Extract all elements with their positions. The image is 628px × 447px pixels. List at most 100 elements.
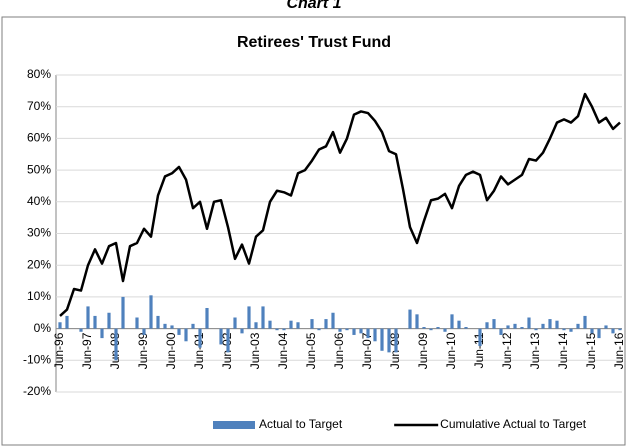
y-tick-label: -20%	[23, 384, 51, 398]
bar	[387, 328, 391, 353]
bar	[345, 328, 349, 331]
x-tick-label: Jun-13	[528, 332, 542, 369]
x-tick-label: Jun-00	[164, 332, 178, 369]
x-tick-label: Jun-09	[416, 332, 430, 369]
bar	[555, 320, 559, 329]
bar	[170, 325, 174, 329]
x-tick-label: Jun-12	[500, 332, 514, 369]
bar	[205, 307, 209, 329]
bar	[296, 322, 300, 329]
y-tick-label: 20%	[27, 257, 51, 271]
bar	[408, 309, 412, 329]
bar	[380, 328, 384, 351]
bar	[324, 319, 328, 329]
bar	[86, 306, 90, 329]
bar	[394, 328, 398, 353]
bar	[65, 315, 69, 329]
x-tick-label: Jun-05	[304, 332, 318, 369]
bar	[247, 306, 251, 329]
bar	[415, 314, 419, 329]
x-tick-label: Jun-97	[80, 332, 94, 369]
bar	[464, 327, 468, 329]
chart-title: Retirees' Trust Fund	[237, 34, 391, 51]
bar	[366, 328, 370, 339]
x-tick-label: Jun-04	[276, 332, 290, 369]
bar	[590, 328, 594, 334]
bar	[331, 312, 335, 329]
y-tick-label: 10%	[27, 289, 51, 303]
bar	[576, 323, 580, 329]
bar	[261, 306, 265, 329]
y-tick-label: 60%	[27, 131, 51, 145]
bar	[569, 328, 573, 332]
bar	[268, 320, 272, 329]
bar	[163, 323, 167, 329]
x-tick-label: Jun-11	[472, 332, 486, 368]
bar	[310, 319, 314, 329]
bar	[100, 328, 104, 339]
bar	[604, 325, 608, 329]
bar	[478, 328, 482, 347]
chart-frame	[1, 16, 626, 446]
y-tick-label: 50%	[27, 162, 51, 176]
bar	[527, 317, 531, 329]
bar	[184, 328, 188, 342]
bar	[177, 328, 181, 335]
bar	[597, 328, 601, 339]
legend-label: Actual to Target	[259, 417, 343, 431]
bar	[107, 312, 111, 329]
bar	[422, 327, 426, 329]
legend-label: Cumulative Actual to Target	[440, 417, 587, 431]
bar	[583, 315, 587, 329]
x-tick-label: Jun-96	[52, 332, 66, 369]
bar	[436, 327, 440, 329]
bar	[275, 328, 279, 331]
bar	[317, 328, 321, 331]
bar	[499, 328, 503, 335]
line	[59, 92, 621, 317]
x-tick-label: Jun-10	[444, 332, 458, 369]
bar	[240, 328, 244, 334]
bar	[548, 319, 552, 329]
bar	[513, 323, 517, 329]
bar	[562, 328, 566, 331]
bar	[219, 328, 223, 345]
x-tick-label: Jun-99	[136, 332, 150, 369]
x-tick-label: Jun-14	[556, 332, 570, 369]
bar	[359, 328, 363, 334]
bar	[254, 322, 258, 329]
bar	[352, 328, 356, 335]
bar	[142, 328, 146, 335]
bar	[541, 323, 545, 329]
bar	[282, 328, 286, 331]
bar	[114, 328, 118, 361]
legend-swatch	[213, 421, 255, 429]
y-tick-label: 80%	[27, 67, 51, 81]
bar	[485, 322, 489, 329]
bar	[611, 328, 615, 334]
bar	[198, 328, 202, 348]
x-tick-label: Jun-16	[612, 332, 626, 369]
bar	[135, 317, 139, 329]
bar	[520, 327, 524, 329]
x-tick-label: Jun-07	[360, 332, 374, 369]
x-tick-label: Jun-15	[584, 332, 598, 369]
bar	[289, 320, 293, 329]
bar	[191, 323, 195, 329]
y-tick-label: 30%	[27, 226, 51, 240]
bar	[156, 315, 160, 329]
y-tick-label: 40%	[27, 194, 51, 208]
bar	[79, 328, 83, 332]
bar	[429, 328, 433, 331]
bar	[93, 315, 97, 329]
y-tick-label: -10%	[23, 352, 51, 366]
bar	[373, 328, 377, 342]
bar	[618, 328, 622, 331]
x-tick-label: Jun-01	[192, 332, 206, 369]
bar	[338, 328, 342, 332]
bar	[121, 296, 125, 329]
bar	[492, 319, 496, 329]
bar	[534, 328, 538, 331]
bar	[457, 320, 461, 329]
